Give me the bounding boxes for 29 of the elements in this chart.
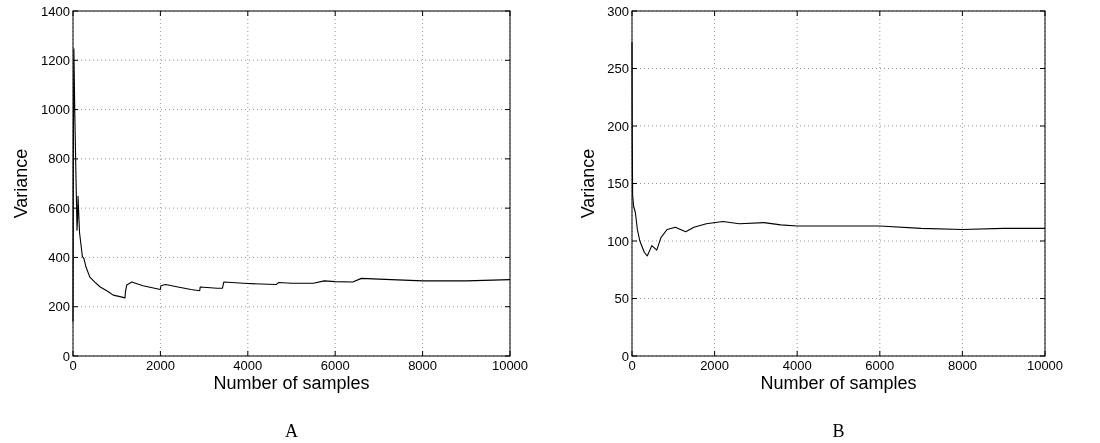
x-tick-label: 4000 <box>233 358 263 373</box>
y-tick-label: 800 <box>48 151 70 167</box>
y-tick-label: 200 <box>607 118 629 134</box>
y-tick-label: 400 <box>48 249 70 265</box>
y-tick-label: 1200 <box>41 52 70 68</box>
y-axis-title: Variance <box>11 148 31 219</box>
x-tick-label: 8000 <box>947 358 977 373</box>
x-tick-label: 10000 <box>1026 358 1064 373</box>
y-tick-label: 250 <box>607 61 629 77</box>
x-tick-label: 2000 <box>145 358 175 373</box>
y-tick-label: 150 <box>607 176 629 192</box>
x-axis-title: Number of samples <box>213 373 370 393</box>
text: A <box>285 421 298 441</box>
text: B <box>832 421 845 441</box>
y-axis-title: Variance <box>578 148 598 219</box>
x-tick-label: 6000 <box>320 358 350 373</box>
y-tick-label: 300 <box>607 3 629 19</box>
x-tick-label: 8000 <box>408 358 438 373</box>
x-tick-label: 2000 <box>700 358 730 373</box>
x-tick-label: 10000 <box>491 358 529 373</box>
x-axis-title: Number of samples <box>760 373 917 393</box>
y-tick-label: 1000 <box>41 102 70 118</box>
y-tick-label: 200 <box>48 299 70 315</box>
y-tick-label: 1400 <box>41 3 70 19</box>
y-tick-label: 100 <box>607 233 629 249</box>
x-tick-label: 4000 <box>782 358 812 373</box>
y-tick-label: 50 <box>614 291 629 307</box>
x-tick-label: 6000 <box>865 358 895 373</box>
y-tick-label: 600 <box>48 200 70 216</box>
